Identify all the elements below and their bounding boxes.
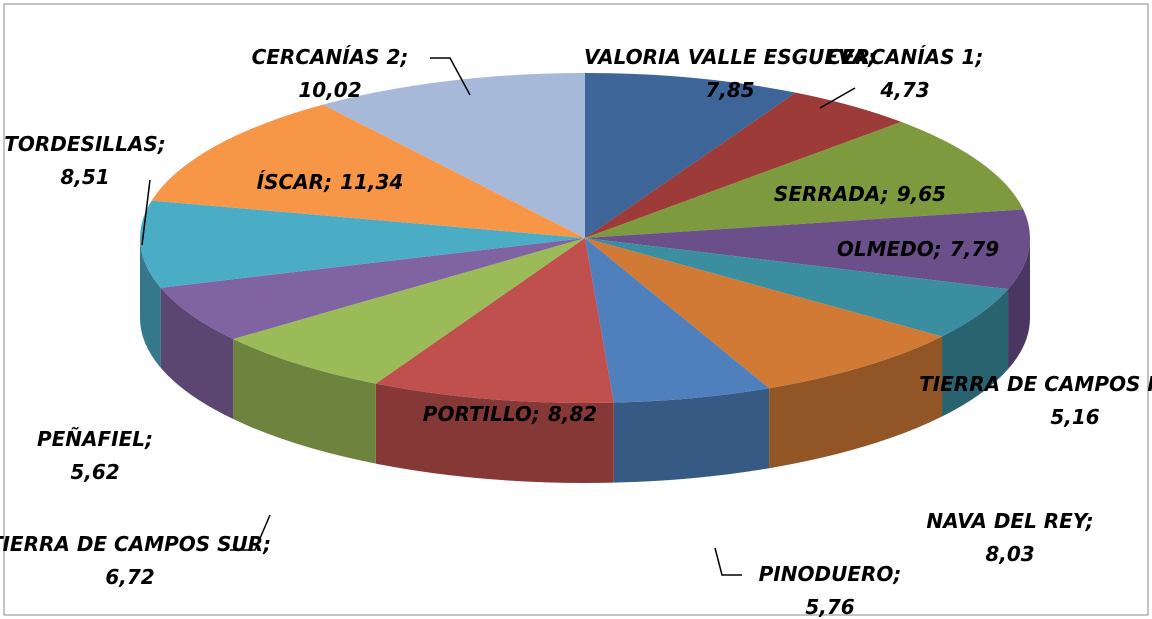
label-category: ÍSCAR: [257, 170, 324, 194]
label-separator: ;: [323, 170, 332, 194]
data-label: PEÑAFIEL; 5,62: [37, 427, 153, 484]
data-label: CERCANÍAS 1; 4,73: [827, 45, 984, 102]
label-category: TIERRA DE CAMPOS NORTE: [919, 372, 1152, 396]
label-category: TORDESILLAS: [4, 132, 158, 156]
slice: [585, 92, 902, 239]
label-category: SERRADA: [774, 182, 881, 206]
label-separator: ;: [880, 182, 889, 206]
label-separator: ;: [867, 45, 876, 69]
label-separator: ;: [974, 45, 983, 69]
slice-side: [233, 339, 376, 464]
label-category: OLMEDO: [837, 237, 934, 261]
data-label: TIERRA DE CAMPOS NORTE;5,16: [919, 372, 1152, 429]
slice: [151, 104, 585, 238]
label-category: PORTILLO: [423, 402, 532, 426]
slice: [160, 238, 585, 340]
data-label: TORDESILLAS; 8,51: [4, 132, 166, 189]
data-label: ÍSCAR; 11,34: [257, 170, 404, 194]
label-category: PEÑAFIEL: [37, 427, 145, 451]
label-separator: ;: [157, 132, 166, 156]
slice: [585, 209, 1030, 290]
label-separator: ;: [399, 45, 408, 69]
label-value: 4,73: [879, 78, 929, 102]
leader-line: [430, 57, 471, 96]
slice: [233, 238, 585, 384]
slice: [585, 121, 1024, 238]
label-value: 5,16: [1050, 405, 1099, 429]
label-value: 7,85: [705, 78, 754, 102]
label-value: 5,62: [70, 460, 119, 484]
label-separator: ;: [262, 532, 271, 556]
leader-line: [141, 179, 151, 246]
label-value: 6,72: [105, 565, 154, 589]
slice-side: [613, 388, 770, 483]
slice-side: [160, 287, 234, 420]
slice-side: [140, 238, 161, 368]
data-label: OLMEDO; 7,79: [837, 237, 999, 261]
label-category: NAVA DEL REY: [926, 509, 1089, 533]
label-value: 10,02: [298, 78, 361, 102]
label-value: 8,82: [548, 402, 597, 426]
label-separator: ;: [144, 427, 153, 451]
data-label: NAVA DEL REY; 8,03: [926, 509, 1093, 566]
leader-line: [714, 547, 742, 576]
slice-side: [769, 336, 943, 469]
data-label: TIERRA DE CAMPOS SUR; 6,72: [0, 532, 271, 589]
slice: [585, 238, 943, 389]
slice: [322, 73, 585, 238]
label-category: VALORIA VALLE ESGUEVA: [584, 45, 868, 69]
label-separator: ;: [892, 562, 901, 586]
label-separator: ;: [1085, 509, 1094, 533]
leader-line: [230, 514, 271, 551]
data-label: SERRADA; 9,65: [774, 182, 946, 206]
slice-side: [375, 383, 614, 483]
label-category: CERCANÍAS 2: [252, 45, 401, 69]
label-separator: ;: [531, 402, 540, 426]
label-value: 8,03: [985, 542, 1034, 566]
data-label: PINODUERO; 5,76: [759, 562, 902, 619]
slice: [585, 73, 796, 238]
label-value: 8,51: [60, 165, 109, 189]
label-value: 7,79: [950, 237, 999, 261]
label-category: CERCANÍAS 1: [827, 45, 976, 69]
data-label: VALORIA VALLE ESGUEVA; 7,85: [584, 45, 876, 102]
label-value: 5,76: [805, 595, 854, 619]
slice: [375, 238, 614, 404]
label-value: 9,65: [897, 182, 946, 206]
slice: [585, 238, 770, 403]
slice-side: [942, 289, 1009, 417]
slice-side: [1008, 238, 1030, 370]
data-label: PORTILLO; 8,82: [423, 402, 597, 426]
slice: [139, 200, 585, 288]
label-category: PINODUERO: [759, 562, 894, 586]
leader-line: [819, 87, 856, 109]
label-category: TIERRA DE CAMPOS SUR: [0, 532, 263, 556]
data-label: CERCANÍAS 2; 10,02: [252, 45, 409, 102]
label-separator: ;: [933, 237, 942, 261]
slice: [585, 238, 1009, 337]
label-value: 11,34: [340, 170, 403, 194]
